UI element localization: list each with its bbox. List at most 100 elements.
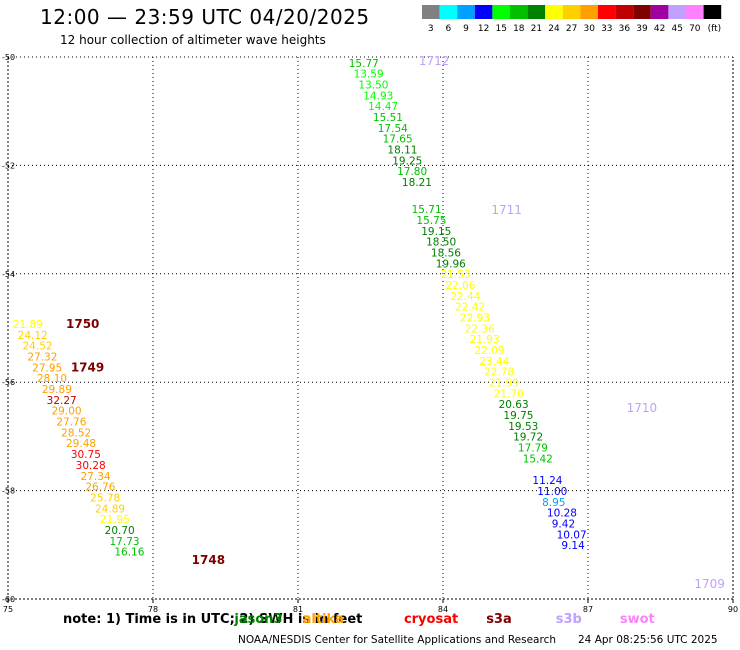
legend-swatch [580,5,598,19]
wave-height-point: 15.75 [416,215,446,227]
wave-height-point: 11.00 [537,486,567,498]
legend-label: (ft) [708,24,722,34]
legend-swatch [474,5,493,19]
legend-label: 24 [548,24,560,34]
satellite-jason3: jason3 [234,612,283,627]
legend-swatch [650,5,669,19]
wave-height-point: 19.96 [436,258,466,270]
wave-height-point: 24.12 [18,330,48,342]
wave-height-point: 22.06 [445,280,475,292]
wave-height-point: 13.50 [358,79,388,91]
wave-height-point: 11.24 [532,475,562,487]
y-tick-label: -60 [2,595,15,604]
note-line: note: 1) Time is in UTC; 2) SWH is in fe… [63,612,655,627]
satellite-swot: swot [619,612,655,627]
pass-time-label: 1748 [192,553,225,567]
satellite-cryosat: cryosat [403,612,459,627]
wave-height-point: 21.53 [441,269,471,281]
pass-time-label: 1709 [694,577,725,591]
legend-label: 33 [601,24,612,34]
wave-height-point: 24.89 [95,503,125,515]
legend-swatch [703,5,722,19]
legend-label: 3 [428,24,434,34]
wave-height-point: 19.25 [392,155,422,167]
wave-height-point: 15.51 [373,112,403,124]
legend-swatch [422,5,440,19]
wave-height-point: 8.95 [542,497,565,509]
wave-height-point: 13.59 [354,69,384,81]
wave-height-point: 15.71 [412,204,442,216]
legend-swatch [492,5,510,19]
y-tick-label: -52 [2,161,15,170]
legend-swatch [562,5,581,19]
color-scale-legend: 3 6 9 12 15 18 21 24 27 30 33 36 39 42 45 70 (ft) [422,5,722,34]
wave-height-point: 18.21 [402,177,432,189]
x-tick-label: 87 [583,605,593,614]
legend-swatch [510,5,528,19]
legend-swatch [457,5,475,19]
wave-height-point: 14.93 [363,90,393,102]
wave-height-point: 19.75 [503,410,533,422]
wave-height-point: 21.93 [470,334,500,346]
x-tick-label: 78 [148,605,158,614]
legend-swatch [439,5,458,19]
plot-frame [7,56,734,600]
wave-height-point: 27.32 [27,352,57,364]
wave-height-point: 21.89 [13,319,43,331]
legend-label: 9 [463,24,469,34]
wave-height-point: 21.70 [494,388,524,400]
legend-swatch [615,5,634,19]
legend-swatch [686,5,704,19]
legend-label: 70 [689,24,701,34]
legend-label: 12 [478,24,489,34]
x-tick-label: 90 [728,605,738,614]
x-tick-label: 81 [293,605,303,614]
legend-label: 27 [566,24,577,34]
wave-height-point: 28.52 [61,427,91,439]
wave-height-point: 22.42 [455,302,485,314]
legend-label: 18 [513,24,525,34]
wave-height-point: 10.07 [557,529,587,541]
legend-swatch [598,5,616,19]
legend-label: 6 [446,24,452,34]
wave-height-point: 18.56 [431,247,461,259]
legend-label: 39 [636,24,648,34]
wave-height-point: 28.10 [37,373,67,385]
legend-swatch [668,5,686,19]
pass-time-label: 1750 [66,317,99,331]
wave-height-point: 22.93 [460,312,490,324]
satellite-s3b: s3b [555,612,582,627]
satellite-altika: altika [302,612,344,627]
wave-height-point: 21.99 [489,378,519,390]
wave-height-point: 17.80 [397,166,427,178]
wave-height-point: 24.52 [23,341,53,353]
wave-height-point: 17.65 [383,134,413,146]
pass-time-label: 1712 [419,54,450,68]
y-tick-label: -56 [2,378,15,387]
wave-height-point: 10.28 [547,508,577,520]
wave-height-point: 17.79 [518,443,548,455]
wave-height-point: 14.47 [368,101,398,113]
y-tick-label: -54 [2,270,15,279]
legend-label: 36 [619,24,631,34]
wave-height-point: 17.73 [110,536,140,548]
wave-height-point: 19.53 [508,421,538,433]
pass-time-label: 1749 [71,360,104,374]
satellite-s3a: s3a [486,612,512,627]
wave-height-point: 30.75 [71,449,101,461]
wave-height-point: 22.36 [465,323,495,335]
wave-height-point: 19.15 [421,226,451,238]
wave-height-point: 9.14 [561,540,585,552]
legend-label: 15 [495,24,506,34]
legend-label: 45 [671,24,682,34]
wave-height-point: 22.78 [484,367,514,379]
wave-height-point: 25.78 [90,492,120,504]
wave-height-point: 9.42 [552,518,575,530]
footer-timestamp: 24 Apr 08:25:56 UTC 2025 [578,634,718,646]
chart-title: 12:00 — 23:59 UTC 04/20/2025 [40,5,370,29]
x-tick-label: 75 [3,605,13,614]
x-tick-label: 84 [438,605,448,614]
legend-label: 42 [654,24,665,34]
legend-label: 30 [583,24,595,34]
footer-credit: NOAA/NESDIS Center for Satellite Applica… [238,634,556,646]
